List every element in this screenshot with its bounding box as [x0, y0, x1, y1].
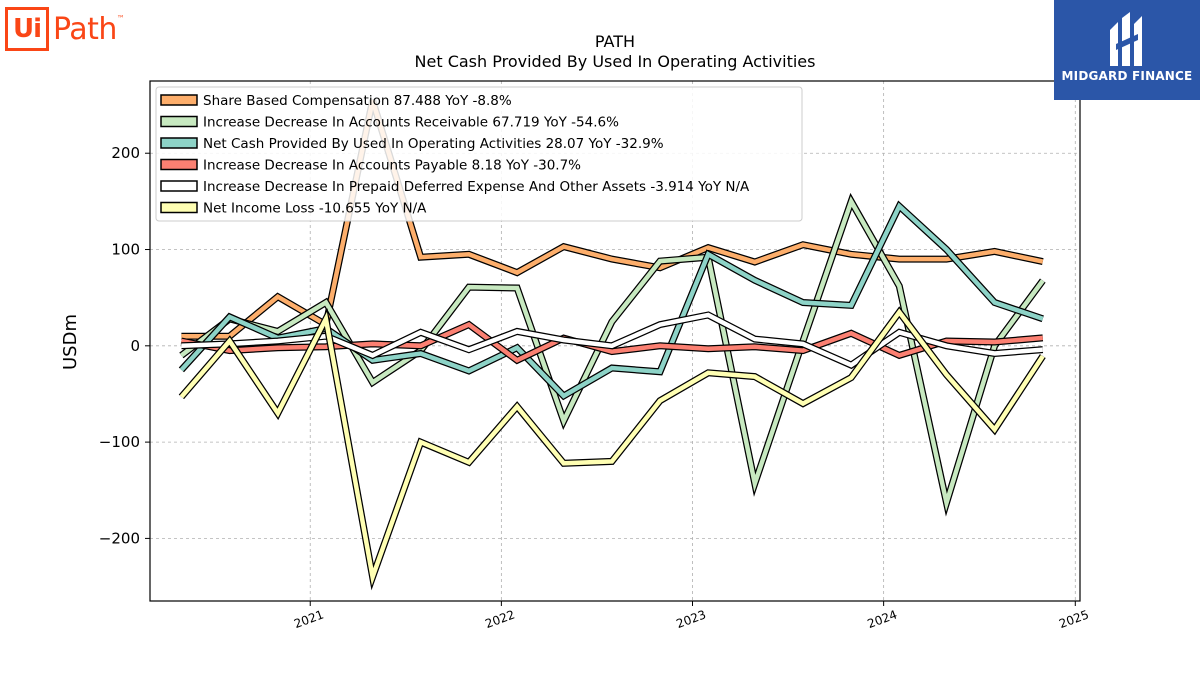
legend-swatch [160, 137, 198, 149]
uipath-logo-tm: ™ [116, 14, 125, 23]
legend-label: Net Cash Provided By Used In Operating A… [203, 136, 664, 152]
legend: Share Based Compensation 87.488 YoY -8.8… [155, 86, 803, 222]
x-tick-label: 2021 [292, 607, 325, 631]
legend-box [155, 86, 803, 222]
series-line-stroke [180, 322, 1043, 363]
legend-swatch [160, 180, 198, 192]
y-axis-label: USDm [60, 314, 81, 370]
x-tick-label: 2022 [483, 607, 516, 631]
legend-label: Increase Decrease In Accounts Payable 8.… [203, 158, 581, 174]
series-line-stroke [179, 308, 1045, 586]
legend-label: Net Income Loss -10.655 YoY N/A [203, 201, 427, 217]
uipath-logo: Ui Path ™ [5, 6, 125, 52]
y-tick-label: −200 [99, 529, 140, 547]
y-tick-label: 0 [130, 337, 140, 355]
series-line-stroke [180, 195, 1045, 512]
y-tick-label: 100 [111, 241, 140, 259]
x-tick-label: 2023 [674, 607, 707, 631]
plot-frame [149, 80, 1081, 602]
legend-swatch [160, 94, 198, 106]
series-line [180, 320, 1044, 365]
legend-swatch [160, 201, 198, 214]
legend-swatch [160, 115, 198, 128]
uipath-logo-box: Ui [5, 7, 49, 51]
chart-subtitle: Net Cash Provided By Used In Operating A… [415, 52, 816, 71]
y-tick-label: −100 [99, 433, 140, 451]
chart-title: PATH [595, 32, 635, 51]
y-tick-label: 200 [111, 144, 140, 162]
midgard-logo-text: MIDGARD FINANCE [1061, 69, 1193, 83]
midgard-finance-logo: MIDGARD FINANCE [1054, 0, 1200, 100]
legend-label: Increase Decrease In Prepaid Deferred Ex… [203, 179, 750, 195]
series-line [178, 306, 1046, 591]
uipath-logo-text: Path [53, 11, 117, 47]
series-layer [178, 99, 1046, 591]
series-line [179, 192, 1046, 517]
legend-swatch [160, 158, 198, 171]
legend-label: Increase Decrease In Accounts Receivable… [203, 115, 619, 131]
x-tick-label: 2025 [1057, 607, 1090, 631]
midgard-logo-mark-icon [1110, 12, 1142, 66]
legend-label: Share Based Compensation 87.488 YoY -8.8… [203, 93, 512, 109]
x-tick-label: 2024 [866, 607, 899, 631]
